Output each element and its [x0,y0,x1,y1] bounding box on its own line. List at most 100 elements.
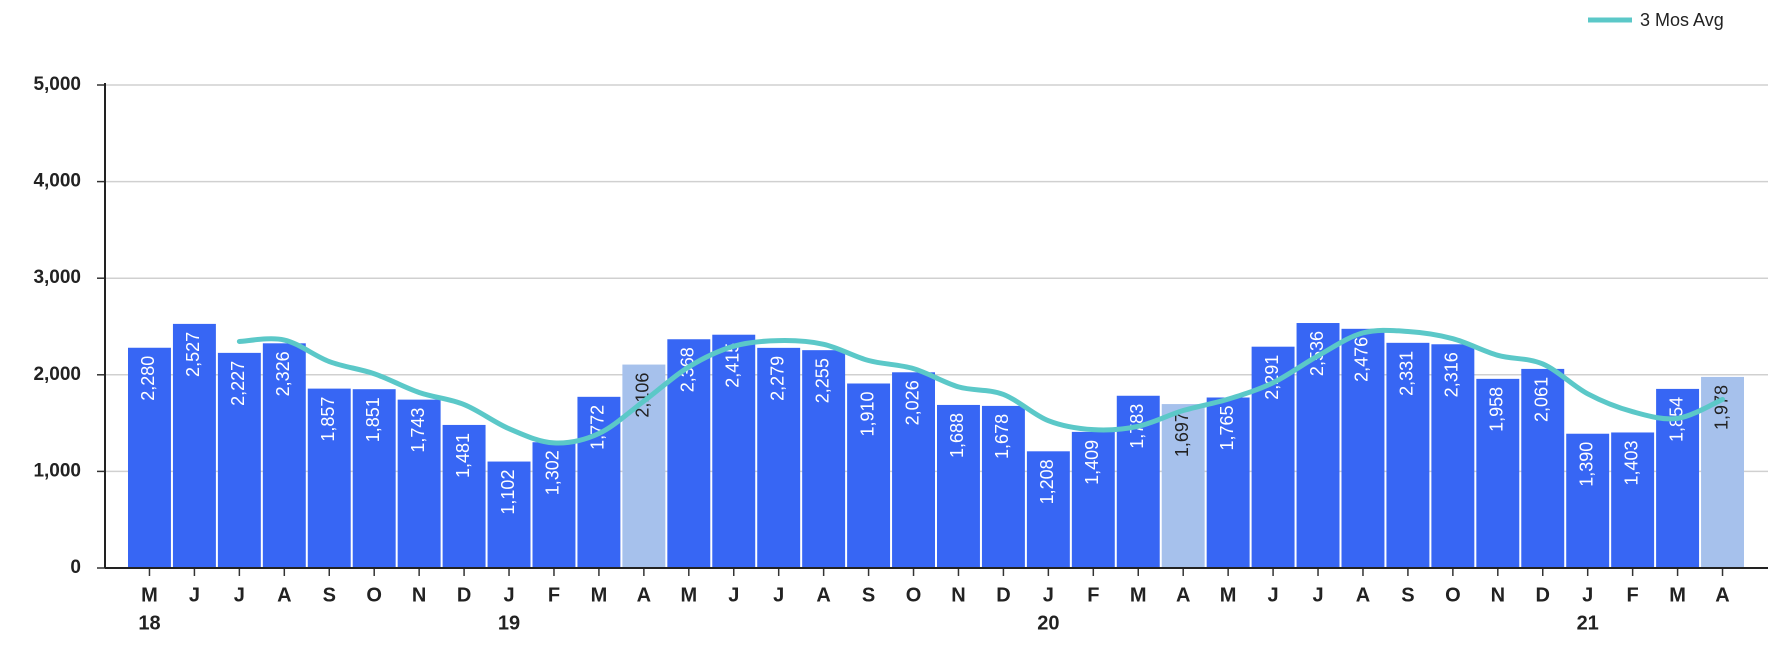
value-label: 2,415 [723,343,743,388]
bar [1566,433,1610,568]
x-tick-label: N [951,584,965,606]
x-tick-label: J [503,584,514,606]
x-tick-label: N [1491,584,1505,606]
x-tick-label: J [189,584,200,606]
value-label: 1,978 [1711,385,1731,430]
bar [1341,328,1385,568]
value-label: 2,255 [812,358,832,403]
bar [1161,404,1205,568]
value-label: 2,279 [767,356,787,401]
value-label: 2,280 [138,356,158,401]
value-label: 1,409 [1082,440,1102,485]
x-tick-label: S [323,584,336,606]
bar [802,350,846,568]
y-tick-label: 0 [70,557,81,578]
bar [307,388,351,568]
x-tick-label: M [680,584,697,606]
bar [352,389,396,568]
bar [847,383,891,568]
x-tick-label: F [548,584,560,606]
value-label: 1,851 [363,397,383,442]
x-tick-label: J [728,584,739,606]
x-tick-label: A [1356,584,1370,606]
x-tick-label: O [366,584,382,606]
x-tick-label: F [1627,584,1639,606]
value-label: 1,481 [453,433,473,478]
y-tick-label: 3,000 [33,267,81,288]
y-tick-label: 2,000 [33,364,81,385]
value-label: 1,857 [318,397,338,442]
value-label: 1,743 [408,408,428,453]
x-tick-label: S [1401,584,1414,606]
value-label: 1,403 [1621,440,1641,485]
value-label: 2,026 [902,380,922,425]
x-tick-label: D [996,584,1010,606]
bar [128,347,171,568]
x-tick-label: J [773,584,784,606]
bar [487,461,531,568]
value-label: 2,291 [1262,355,1282,400]
avg-line [236,327,1726,446]
x-tick-label: N [412,584,426,606]
year-label: 18 [138,612,160,634]
x-tick-label: J [234,584,245,606]
bar [1386,342,1430,568]
bar [712,334,756,568]
value-label: 1,958 [1487,387,1507,432]
x-tick-label: D [1536,584,1550,606]
value-label: 2,331 [1397,351,1417,396]
bar [442,424,486,568]
bar [1476,378,1520,568]
bar [1206,397,1250,568]
x-tick-label: A [1176,584,1190,606]
bar [217,352,261,568]
value-label: 2,227 [228,361,248,406]
value-label: 1,208 [1037,459,1057,504]
bar [172,323,216,568]
year-label: 20 [1037,612,1059,634]
x-tick-label: A [637,584,651,606]
x-tick-label: F [1087,584,1099,606]
value-label: 1,678 [992,414,1012,459]
value-label: 1,390 [1576,442,1596,487]
x-tick-label: M [1130,584,1147,606]
bar [937,404,980,568]
value-label: 1,302 [543,450,563,495]
year-label: 21 [1577,612,1599,634]
x-tick-label: J [1268,584,1279,606]
legend-label: 3 Mos Avg [1640,10,1724,30]
x-tick-label: A [277,584,291,606]
value-label: 2,536 [1307,331,1327,376]
y-tick-label: 4,000 [33,171,81,192]
x-tick-label: O [1445,584,1461,606]
x-tick-label: J [1582,584,1593,606]
x-tick-label: O [906,584,922,606]
x-tick-label: J [1043,584,1054,606]
bar [757,347,801,568]
value-label: 2,316 [1442,352,1462,397]
x-tick-label: M [1220,584,1237,606]
bar [1071,431,1115,568]
x-tick-label: M [141,584,158,606]
bar [1431,344,1475,568]
value-label: 1,697 [1172,412,1192,457]
bar [397,399,441,568]
x-tick-label: S [862,584,875,606]
x-tick-label: A [1715,584,1729,606]
value-label: 1,765 [1217,406,1237,451]
y-tick-label: 5,000 [33,74,81,95]
value-label: 1,772 [588,405,608,450]
bar [981,405,1025,568]
x-tick-label: J [1312,584,1323,606]
value-label: 2,476 [1352,337,1372,382]
x-tick-label: A [816,584,830,606]
value-label: 1,688 [947,413,967,458]
bar [1026,451,1070,568]
bar [532,442,576,568]
value-label: 2,527 [183,332,203,377]
bar [892,372,935,568]
bar [1611,432,1655,568]
value-label: 2,326 [273,351,293,396]
value-label: 1,102 [498,470,518,515]
